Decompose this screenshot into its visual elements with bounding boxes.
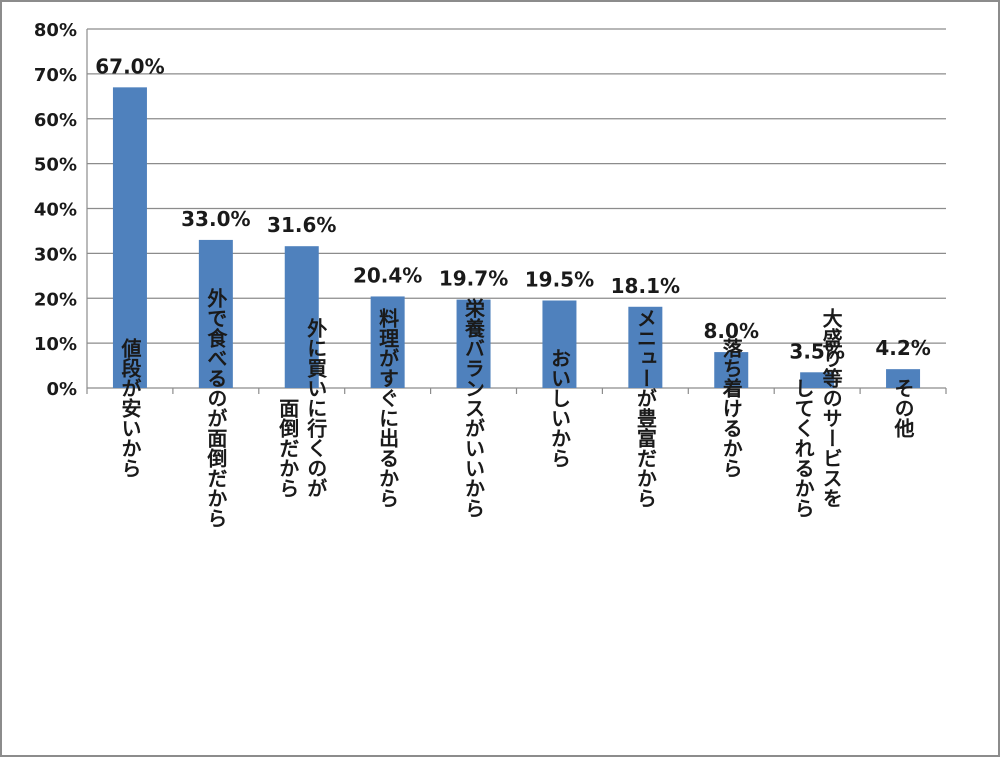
data-label: 31.6% bbox=[267, 213, 336, 237]
y-tick-label: 70% bbox=[34, 65, 77, 86]
category-label: その他 bbox=[891, 378, 915, 438]
bar bbox=[800, 372, 835, 388]
data-label: 20.4% bbox=[353, 263, 422, 287]
category-label: 料理がすぐに出るから bbox=[376, 308, 400, 508]
y-tick-label: 10% bbox=[34, 334, 77, 355]
y-tick-label: 60% bbox=[34, 110, 77, 131]
bar bbox=[284, 246, 319, 388]
data-label: 33.0% bbox=[181, 207, 250, 231]
y-tick-label: 50% bbox=[34, 155, 77, 176]
y-tick-label: 0% bbox=[46, 379, 77, 400]
y-tick-label: 30% bbox=[34, 244, 77, 265]
category-label: おいしいから bbox=[547, 348, 571, 468]
bar bbox=[198, 239, 233, 388]
bar bbox=[112, 87, 147, 389]
bar bbox=[542, 300, 577, 388]
bar bbox=[886, 369, 921, 388]
category-label: 大盛り等のサービスを bbox=[819, 308, 843, 508]
y-tick-label: 80% bbox=[34, 20, 77, 41]
category-label: 値段が安いから bbox=[118, 337, 142, 478]
data-label: 3.5% bbox=[789, 339, 844, 363]
category-label: メニューが豊富だから bbox=[633, 308, 657, 508]
category-label: 外に買いに行くのが bbox=[304, 317, 328, 498]
data-label: 67.0% bbox=[95, 54, 164, 78]
data-label: 19.5% bbox=[525, 267, 594, 291]
bar bbox=[714, 352, 749, 388]
data-label: 19.7% bbox=[439, 267, 508, 291]
data-label: 4.2% bbox=[875, 336, 930, 360]
category-label: 落ち着けるから bbox=[719, 338, 743, 478]
bar bbox=[456, 299, 491, 388]
y-tick-label: 20% bbox=[34, 289, 77, 310]
bar bbox=[628, 306, 663, 388]
data-label: 8.0% bbox=[704, 319, 759, 343]
category-label: 栄養バランスがいいから bbox=[462, 297, 486, 518]
bar bbox=[370, 296, 405, 388]
category-label: してくれるから bbox=[791, 378, 815, 518]
category-label: 外で食べるのが面倒だから bbox=[204, 287, 228, 528]
category-label: 面倒だから bbox=[276, 398, 300, 498]
data-label: 18.1% bbox=[611, 274, 680, 298]
y-tick-label: 40% bbox=[34, 200, 77, 221]
